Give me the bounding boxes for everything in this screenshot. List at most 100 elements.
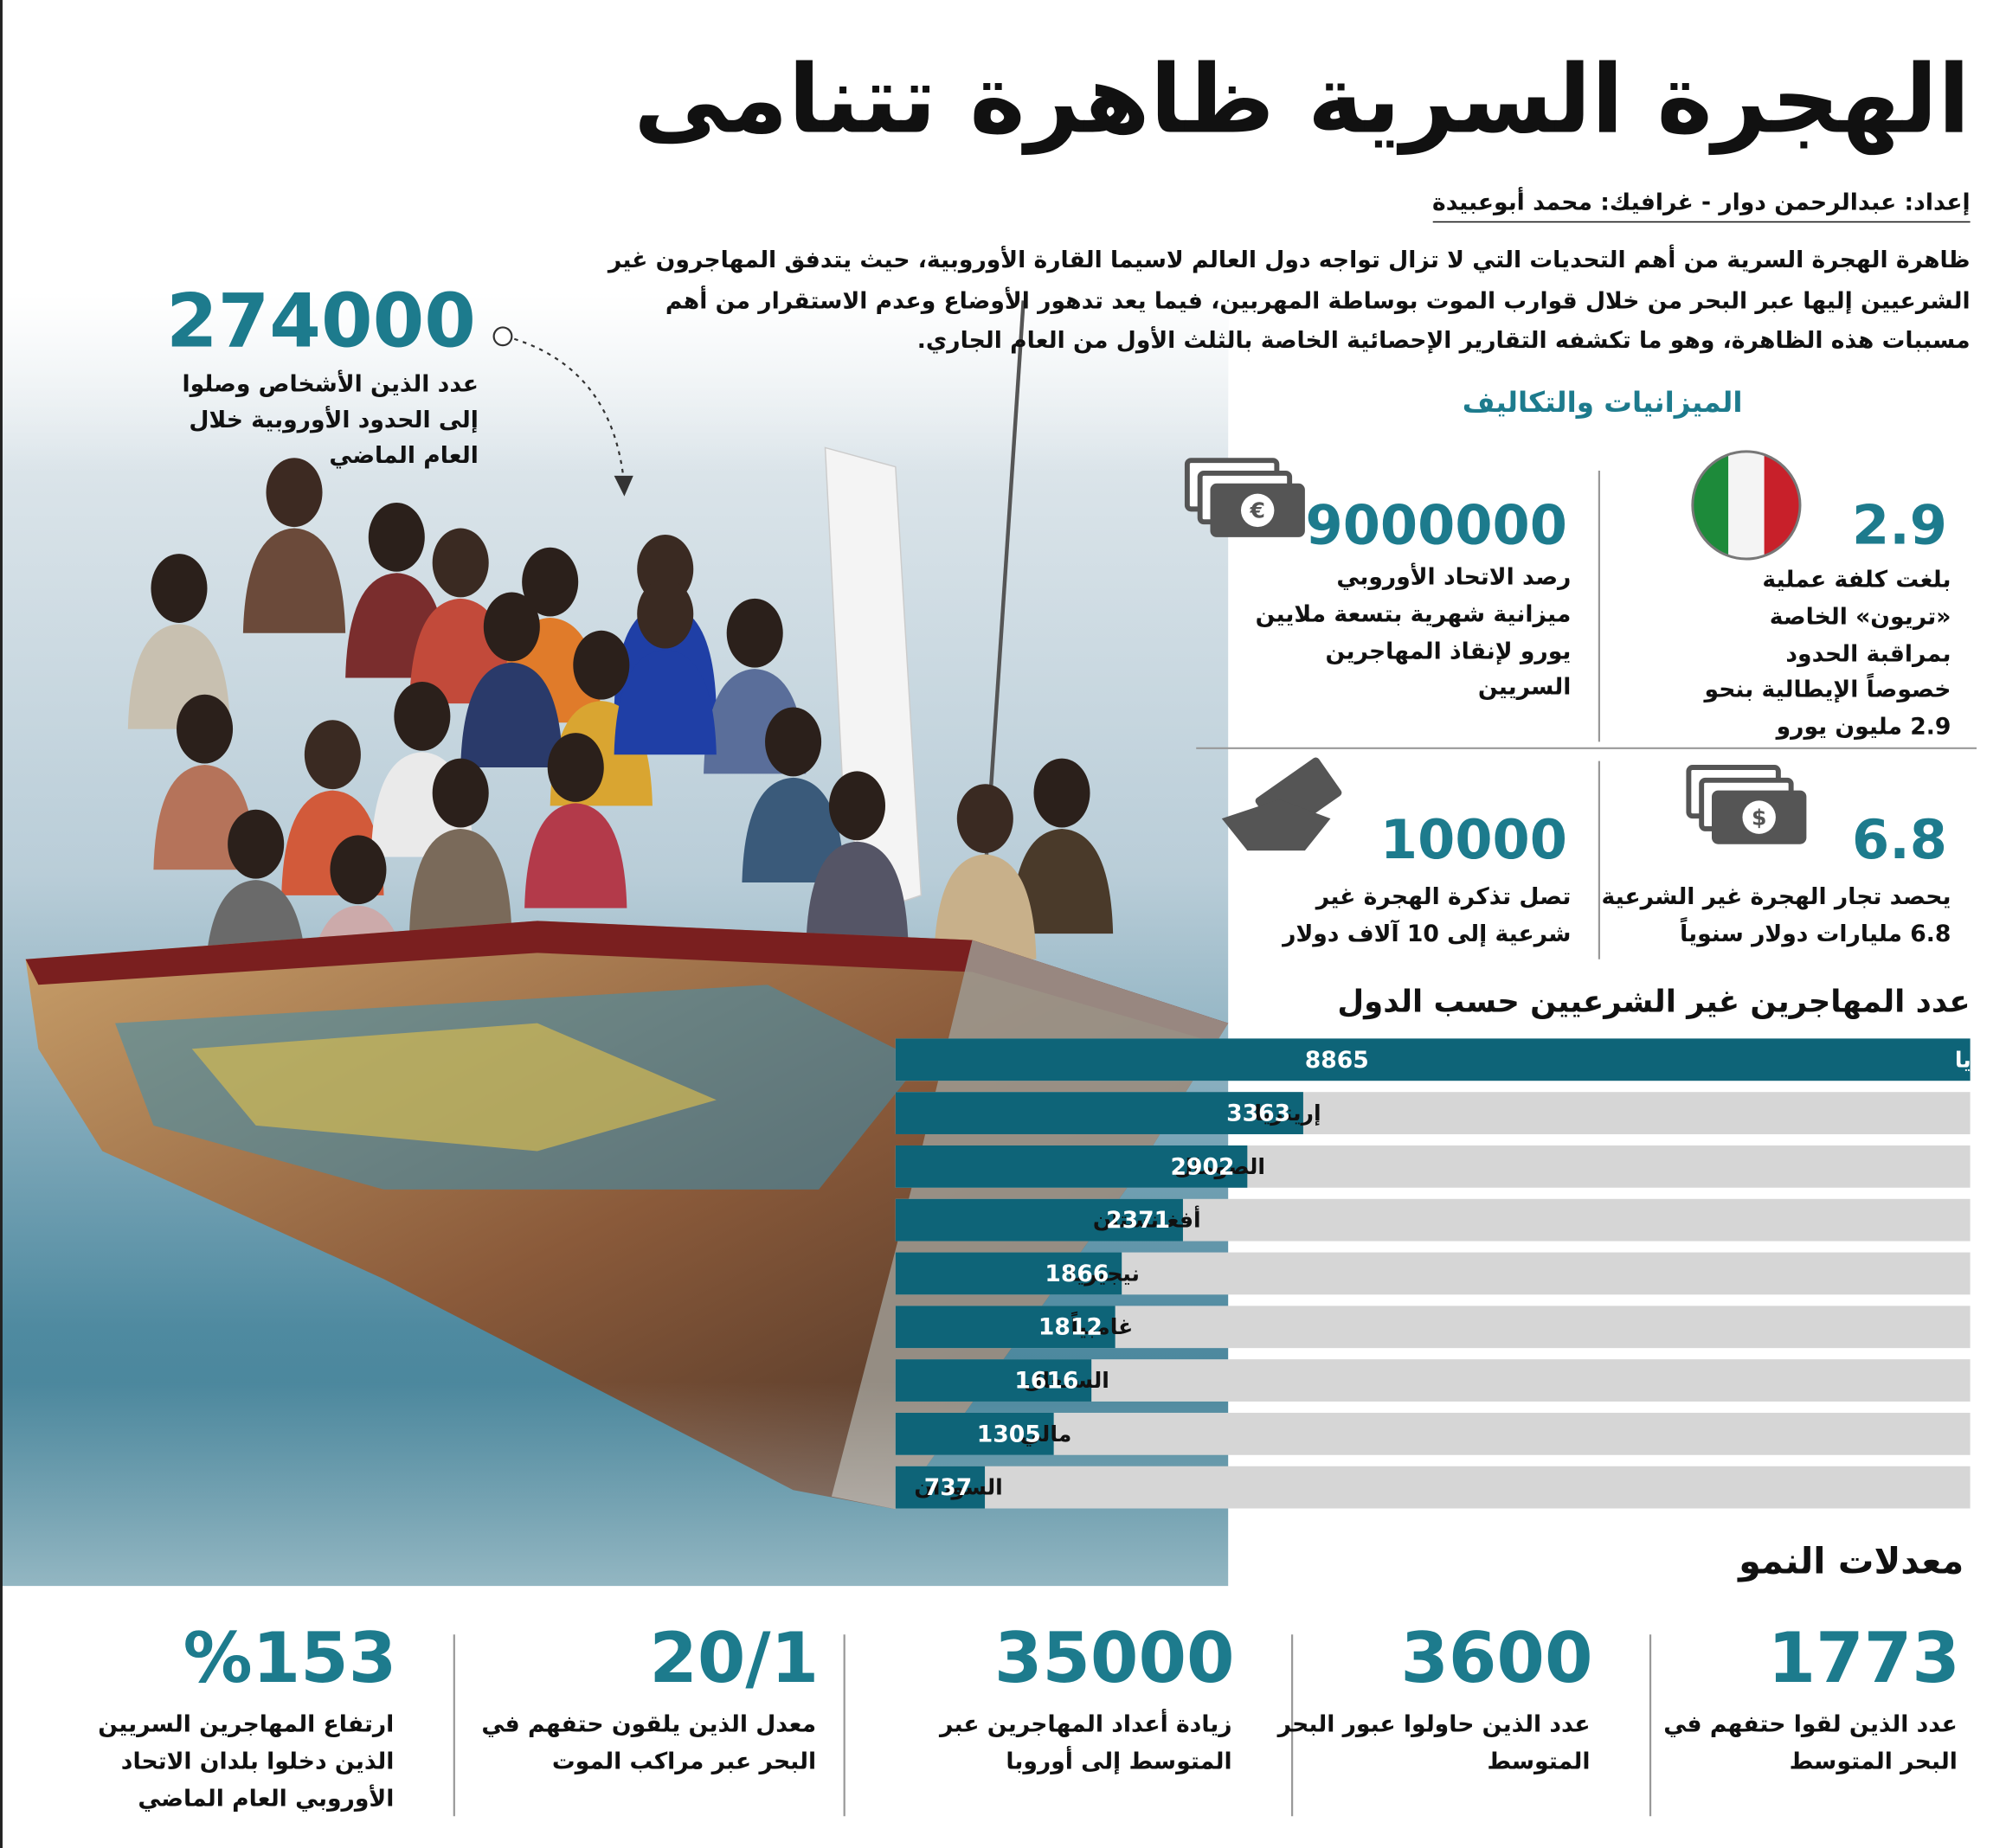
boat-rim bbox=[25, 921, 1229, 1043]
section-title: الميزانيات والتكاليف bbox=[1462, 387, 1743, 420]
bar bbox=[895, 1038, 1971, 1081]
highlight-value: 274000 bbox=[165, 277, 476, 365]
pointer-dot bbox=[492, 326, 513, 347]
person-head bbox=[483, 592, 540, 662]
budget-value: 6.8 bbox=[1852, 808, 1948, 871]
highlight-text: عدد الذين الأشخاص وصلوا إلى الحدود الأور… bbox=[182, 370, 479, 470]
money-coin bbox=[1742, 800, 1776, 834]
bar-category-label: نيجيريا bbox=[1068, 1261, 1140, 1287]
growth-text: عدد الذين لقوا حتفهم في البحر المتوسط bbox=[1663, 1710, 1958, 1775]
bar-value-label: 2371 bbox=[1106, 1207, 1170, 1234]
person-head bbox=[228, 809, 285, 879]
person-head bbox=[573, 630, 630, 700]
boat-paint bbox=[191, 1023, 717, 1152]
bar bbox=[895, 1198, 1183, 1242]
person-head bbox=[432, 528, 489, 598]
person-head bbox=[828, 771, 885, 841]
bar bbox=[895, 1359, 1092, 1402]
money-symbol: $ bbox=[1752, 805, 1766, 831]
bar-value-label: 2902 bbox=[1171, 1153, 1235, 1180]
bar-value-label: 1812 bbox=[1038, 1314, 1103, 1341]
person-body bbox=[934, 854, 1037, 959]
growth-value: 3600 bbox=[1400, 1618, 1593, 1699]
person-head bbox=[522, 547, 579, 617]
growth-value: %153 bbox=[183, 1618, 397, 1699]
bar-track bbox=[895, 1466, 1971, 1509]
budget-text: رصد الاتحاد الأوروبي ميزانية شهرية بتسعة… bbox=[1255, 563, 1572, 702]
bar-value-label: 3363 bbox=[1226, 1100, 1290, 1127]
growth-text: ارتفاع المهاجرين السريين الذين دخلوا بلد… bbox=[98, 1710, 395, 1813]
budget-value: 2.9 bbox=[1852, 493, 1948, 557]
budget-value: 9000000 bbox=[1305, 493, 1567, 557]
person-body bbox=[742, 777, 845, 883]
bar-category-label: إريتريا bbox=[1254, 1100, 1321, 1126]
money-symbol: € bbox=[1249, 498, 1264, 523]
main-title: الهجرة السرية ظاهرة تتنامى bbox=[633, 44, 1971, 155]
person-body bbox=[614, 649, 717, 755]
person-head bbox=[547, 733, 604, 802]
person-body bbox=[460, 662, 563, 767]
bar bbox=[895, 1145, 1248, 1188]
person-head bbox=[304, 720, 361, 790]
chart-title: عدد المهاجرين غير الشرعيين حسب الدول bbox=[1337, 983, 1971, 1020]
sea-fade-bottom bbox=[0, 1381, 1254, 1848]
person-head bbox=[726, 598, 783, 668]
bar-category-label: غامبياً bbox=[1071, 1312, 1133, 1340]
growth-value: 20/1 bbox=[649, 1618, 820, 1699]
person-head bbox=[368, 502, 425, 572]
bar-category-label: السودان bbox=[914, 1475, 1002, 1501]
budget-text: يحصد تجار الهجرة غير الشرعية 6.8 مليارات… bbox=[1601, 883, 1951, 948]
person-head bbox=[956, 784, 1013, 854]
bar-category-label: الصومال bbox=[1174, 1154, 1265, 1180]
bar-track bbox=[895, 1412, 1971, 1455]
bar-value-label: 1866 bbox=[1045, 1261, 1109, 1287]
flag-red bbox=[1764, 451, 1800, 560]
credit: إعداد: عبدالرحمن دوار - غرافيك: محمد أبو… bbox=[1432, 189, 1971, 222]
person-head bbox=[330, 835, 387, 905]
flag-white bbox=[1728, 451, 1765, 560]
budget-text: بلغت كلفة عملية «تريون» الخاصة بمراقبة ا… bbox=[1704, 566, 1951, 741]
person-body bbox=[1010, 828, 1114, 934]
bar bbox=[895, 1466, 986, 1509]
pointer-head bbox=[614, 475, 633, 497]
person-head bbox=[394, 681, 451, 751]
budget-text: تصل تذكرة الهجرة غير شرعية إلى 10 آلاف د… bbox=[1283, 883, 1572, 948]
bar-value-label: 1616 bbox=[1014, 1368, 1078, 1395]
bar bbox=[895, 1252, 1122, 1295]
bar-category-label: السنغال bbox=[1024, 1368, 1109, 1393]
bar bbox=[895, 1092, 1303, 1134]
bar bbox=[895, 1306, 1116, 1349]
budget-value: 10000 bbox=[1379, 808, 1567, 871]
section-title: معدلات النمو bbox=[1739, 1539, 1964, 1582]
person-body bbox=[806, 841, 909, 946]
person-head bbox=[765, 707, 822, 777]
intro: ظاهرة الهجرة السرية من أهم التحديات التي… bbox=[608, 247, 1971, 355]
flag-ring bbox=[1691, 450, 1802, 561]
bar-value-label: 737 bbox=[924, 1474, 973, 1501]
growth-value: 1773 bbox=[1767, 1618, 1960, 1699]
money-coin bbox=[1240, 493, 1275, 528]
person-head bbox=[266, 458, 323, 528]
growth-text: زيادة أعداد المهاجرين عبر المتوسط إلى أو… bbox=[939, 1710, 1232, 1775]
person-head bbox=[177, 694, 234, 764]
person-head bbox=[637, 579, 694, 649]
person-body bbox=[409, 828, 512, 934]
person-head bbox=[1033, 758, 1090, 828]
bar-category-label: مالي bbox=[1019, 1421, 1071, 1447]
bar-category-label: أفغانستان bbox=[1093, 1206, 1201, 1233]
person-body bbox=[242, 528, 346, 633]
hand bbox=[1221, 799, 1331, 851]
growth-text: معدل الذين يلقون حتفهم في البحر عبر مراك… bbox=[481, 1710, 817, 1775]
bar-category-label: سوريا bbox=[1955, 1047, 2006, 1073]
flag-green bbox=[1692, 451, 1729, 560]
growth-value: 35000 bbox=[993, 1618, 1235, 1699]
bar bbox=[895, 1412, 1054, 1455]
person-head bbox=[151, 554, 208, 623]
bar-value-label: 1305 bbox=[977, 1421, 1041, 1447]
person-body bbox=[524, 803, 627, 908]
person-head bbox=[432, 758, 489, 828]
growth-text: عدد الذين حاولوا عبور البحر المتوسط bbox=[1277, 1710, 1591, 1775]
bar-value-label: 8865 bbox=[1305, 1047, 1369, 1074]
